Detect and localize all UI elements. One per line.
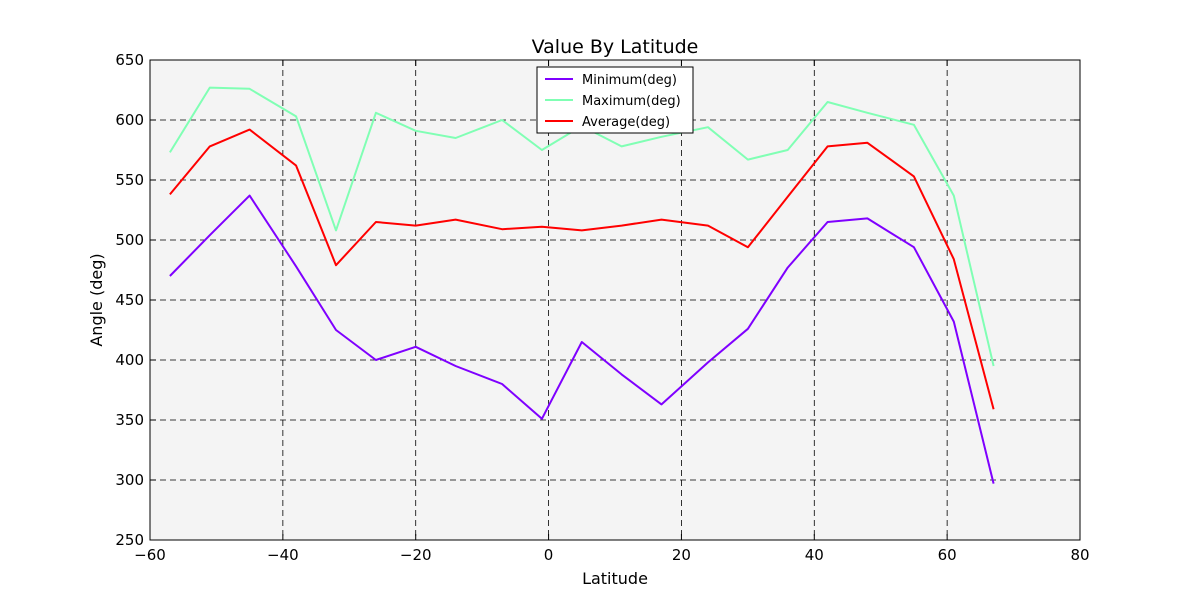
y-tick-label: 300 (115, 471, 144, 489)
x-tick-label: 0 (544, 546, 554, 564)
y-tick-label: 350 (115, 411, 144, 429)
y-tick-label: 400 (115, 351, 144, 369)
y-tick-label: 550 (115, 171, 144, 189)
y-tick-label: 600 (115, 111, 144, 129)
x-tick-label: −40 (267, 546, 299, 564)
y-axis-label: Angle (deg) (87, 253, 106, 346)
y-tick-label: 650 (115, 51, 144, 69)
y-tick-label: 500 (115, 231, 144, 249)
x-tick-label: 20 (672, 546, 691, 564)
x-tick-label: 40 (805, 546, 824, 564)
x-tick-label: 60 (938, 546, 957, 564)
series-line (169, 194, 995, 484)
grid-lines (150, 60, 1080, 540)
legend-label: Maximum(deg) (582, 94, 681, 109)
chart-title: Value By Latitude (532, 36, 699, 58)
y-tick-label: 450 (115, 291, 144, 309)
ticks: −60 −40 −20 0 20 40 60 80 250 300 350 400 450 500 550 6… (115, 51, 1089, 564)
legend: Minimum(deg) Maximum(deg) Average(deg) (536, 66, 694, 134)
series-line (169, 128, 995, 410)
x-axis-label: Latitude (582, 569, 648, 588)
legend-label: Average(deg) (582, 115, 670, 130)
y-tick-label: 250 (115, 531, 144, 549)
x-tick-label: −60 (134, 546, 166, 564)
x-tick-label: −20 (400, 546, 432, 564)
x-tick-label: 80 (1070, 546, 1089, 564)
legend-label: Minimum(deg) (582, 73, 677, 88)
